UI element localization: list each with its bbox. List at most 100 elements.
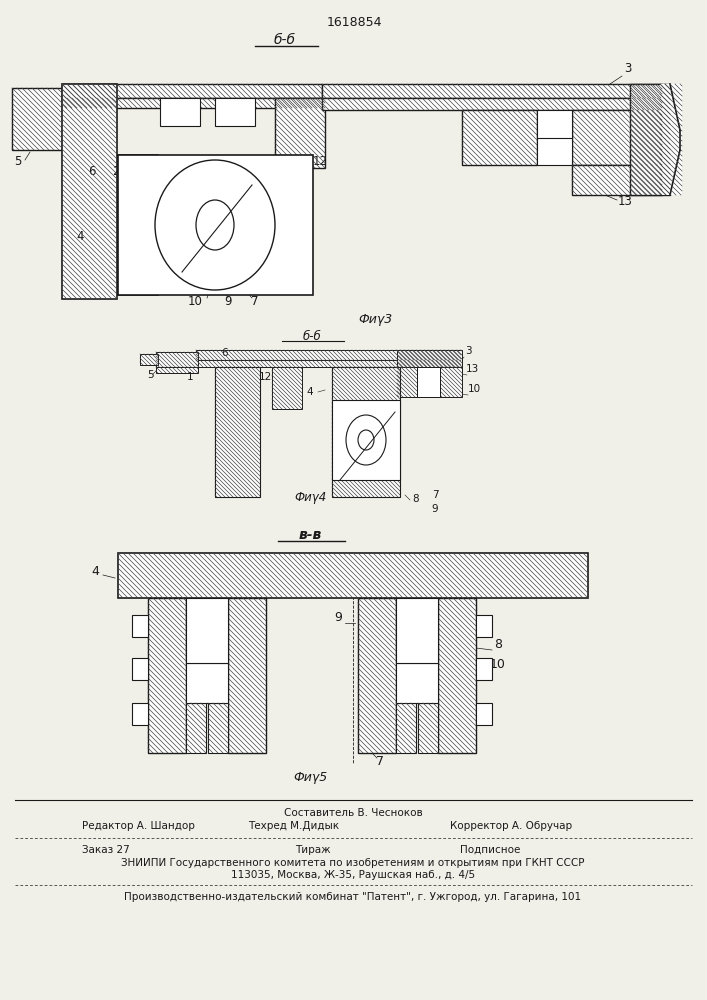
Text: б-б: б-б [274,33,296,47]
Text: Составитель В. Чесноков: Составитель В. Чесноков [284,808,422,818]
Bar [140,354,158,365]
Bar [322,98,662,110]
Bar [132,658,148,680]
Ellipse shape [155,160,275,290]
Bar [440,367,462,397]
Bar [396,598,416,663]
Bar [118,155,313,295]
Bar [572,110,662,165]
Bar [12,88,62,150]
Bar [396,598,438,663]
Text: 1: 1 [187,372,193,382]
Bar [396,703,416,753]
Bar [332,400,400,480]
Bar [215,367,260,497]
Text: 4: 4 [91,565,99,578]
Bar [272,367,302,409]
Text: 8: 8 [413,494,419,504]
Text: б-б: б-б [303,330,322,342]
Text: 10: 10 [490,658,506,671]
Bar [148,598,186,753]
Text: Заказ 27: Заказ 27 [82,845,130,855]
Bar [118,155,158,295]
Bar [156,367,198,373]
Bar [132,703,148,725]
Bar [630,84,670,195]
Text: 7: 7 [251,295,259,308]
Text: 7: 7 [376,755,384,768]
Bar [228,598,266,753]
Ellipse shape [346,415,386,465]
Bar [476,615,492,637]
Bar [62,98,322,108]
Bar [418,703,438,753]
Text: 10: 10 [187,295,202,308]
Ellipse shape [358,430,374,450]
Ellipse shape [196,200,234,250]
Bar [275,98,325,168]
Text: 10: 10 [467,384,481,394]
Text: 12: 12 [312,155,327,168]
Bar [196,350,461,360]
Text: Фиγ5: Фиγ5 [293,772,327,784]
Text: Фиγ4: Фиγ4 [294,491,326,504]
Text: Техред М.Дидык: Техред М.Дидык [248,821,339,831]
Bar [537,110,572,165]
Text: 6: 6 [88,165,95,178]
Text: 9: 9 [224,295,232,308]
Text: Тираж: Тираж [295,845,331,855]
Bar [160,98,200,126]
Bar [358,598,396,753]
Text: Корректор А. Обручар: Корректор А. Обручар [450,821,572,831]
Bar [62,84,322,98]
Text: 2: 2 [112,165,119,178]
Bar [196,360,461,367]
Bar [462,110,537,165]
Text: 8: 8 [494,638,502,651]
Bar [418,598,438,663]
Text: ЗНИИПИ Государственного комитета по изобретениям и открытиям при ГКНТ СССР: ЗНИИПИ Государственного комитета по изоб… [121,858,585,868]
Bar [62,84,117,299]
Bar [186,703,206,753]
Text: 5: 5 [14,155,22,168]
Bar [208,598,228,663]
Bar [438,598,476,753]
Bar [186,598,206,663]
Text: 13: 13 [465,364,479,374]
Text: Производственно-издательский комбинат "Патент", г. Ужгород, ул. Гагарина, 101: Производственно-издательский комбинат "П… [124,892,582,902]
Text: Подписное: Подписное [460,845,520,855]
Bar [332,367,400,497]
Text: 13: 13 [617,195,633,208]
Bar [660,84,682,195]
Bar [208,703,228,753]
Bar [417,367,440,397]
Bar [322,84,662,98]
Bar [118,553,588,598]
Text: 9: 9 [334,611,342,624]
Bar [156,352,198,367]
Text: 12: 12 [258,372,271,382]
Bar [397,350,462,367]
Bar [476,703,492,725]
Bar [397,367,417,397]
Bar [476,658,492,680]
Bar [537,110,572,138]
Text: 5: 5 [146,370,153,380]
Bar [186,598,228,663]
Bar [215,98,255,126]
Text: 7: 7 [432,490,438,500]
Text: Фиγ3: Фиγ3 [358,314,392,326]
Text: 113035, Москва, Ж-35, Раушская наб., д. 4/5: 113035, Москва, Ж-35, Раушская наб., д. … [231,870,475,880]
Bar [186,663,228,703]
Text: 4: 4 [307,387,313,397]
Bar [132,615,148,637]
Bar [572,165,662,195]
Text: 1618854: 1618854 [326,15,382,28]
Text: в-в: в-в [298,528,322,542]
Text: 6: 6 [222,348,228,358]
Text: 3: 3 [464,346,472,356]
Text: Редактор А. Шандор: Редактор А. Шандор [82,821,195,831]
Text: 3: 3 [624,62,631,75]
Text: 4: 4 [76,230,83,243]
Bar [396,663,438,703]
